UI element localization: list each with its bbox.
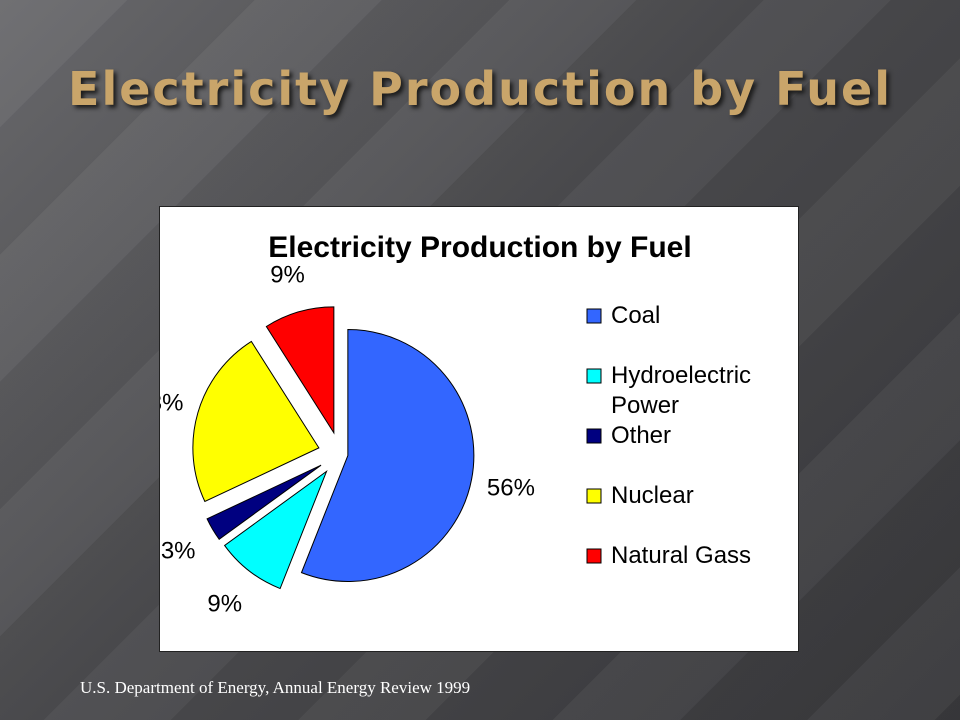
- legend-label-other: Other: [611, 422, 671, 449]
- legend-swatch-hydroelectric-power: [586, 368, 602, 384]
- legend-item-coal: Coal: [586, 302, 660, 329]
- legend-swatch-natural-gass: [586, 548, 602, 564]
- slice-label-natural-gass: 9%: [270, 261, 305, 288]
- chart-title: Electricity Production by Fuel: [268, 231, 691, 264]
- legend-swatch-other: [586, 428, 602, 444]
- slice-label-nuclear: 23%: [160, 390, 183, 417]
- pie-slice-natural-gass: [265, 306, 335, 435]
- legend-label-natural-gass: Natural Gass: [611, 542, 751, 569]
- slice-label-other: 3%: [161, 538, 196, 565]
- pie-slice-labels: 56% 9% 3% 23% 9%: [160, 261, 535, 617]
- slice-label-hydroelectric-power: 9%: [207, 591, 242, 618]
- chart-container: Electricity Production by Fuel 56% 9% 3% 23…: [159, 206, 799, 652]
- legend-item-natural-gass: Natural Gass: [586, 542, 751, 569]
- source-citation: U.S. Department of Energy, Annual Energy…: [80, 678, 471, 697]
- legend-label-nuclear: Nuclear: [611, 482, 694, 509]
- pie-slices: [192, 306, 475, 590]
- slice-label-coal: 56%: [487, 475, 535, 502]
- legend-label-hydroelectric-power: Hydroelectric Power: [611, 362, 751, 419]
- legend-label-coal: Coal: [611, 302, 660, 329]
- legend-item-nuclear: Nuclear: [586, 482, 694, 509]
- legend-item-other: Other: [586, 422, 671, 449]
- pie-slice-nuclear: [192, 340, 320, 503]
- pie-slice-hydroelectric-power: [223, 469, 328, 590]
- chart-legend: Coal Hydroelectric Power Other Nuclear Natura…: [586, 302, 751, 569]
- pie-chart: Electricity Production by Fuel 56% 9% 3% 23…: [160, 231, 751, 618]
- legend-item-hydroelectric-power: Hydroelectric Power: [586, 362, 751, 419]
- pie-slice-other: [206, 464, 322, 540]
- legend-swatch-nuclear: [586, 488, 602, 504]
- pie-slice-coal: [300, 328, 475, 582]
- legend-swatch-coal: [586, 308, 602, 324]
- slide-title: Electricity Production by Fuel: [68, 62, 892, 116]
